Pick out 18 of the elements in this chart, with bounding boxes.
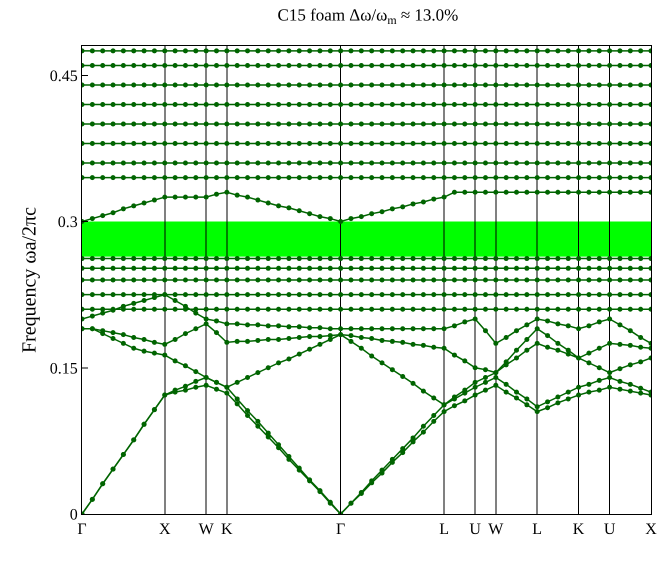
x-tick-label: W <box>198 521 215 538</box>
x-tick-label: Γ <box>336 521 346 538</box>
x-tick-label: U <box>604 521 616 538</box>
x-tick-label: K <box>572 521 585 538</box>
x-tick-label: X <box>158 521 171 538</box>
y-axis-title: Frequency ωa/2πc <box>18 206 40 353</box>
y-tick-label: 0.3 <box>58 214 78 232</box>
x-tick-label: L <box>439 521 449 538</box>
y-tick-label: 0.45 <box>50 68 78 85</box>
y-tick-label: 0.15 <box>50 360 78 378</box>
x-tick-label: K <box>221 521 234 538</box>
x-tick-label: W <box>488 521 504 538</box>
chart-title: C15 foam Δω/ω$_{m}$ ≈ 13.0% <box>278 5 458 28</box>
x-tick-label: Γ <box>77 521 87 538</box>
x-tick-label: L <box>532 521 542 538</box>
x-tick-label: X <box>645 521 658 538</box>
x-tick-label: U <box>469 521 482 538</box>
y-tick-label: 0 <box>70 506 78 524</box>
